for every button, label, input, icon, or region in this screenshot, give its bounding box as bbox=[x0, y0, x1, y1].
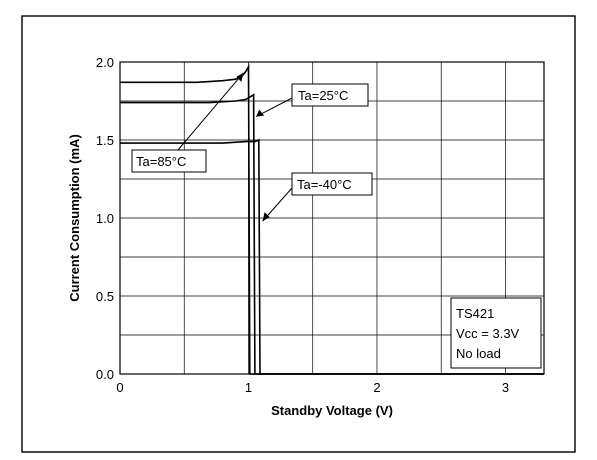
leader-ta25-arrowhead bbox=[256, 109, 265, 117]
outer-frame bbox=[21, 15, 576, 453]
leader-ta85-arrowhead bbox=[236, 72, 244, 82]
leader-ta85 bbox=[177, 72, 244, 151]
annotation-ta85-text: Ta=85°C bbox=[136, 154, 186, 169]
info-box-frame bbox=[450, 297, 542, 369]
plot-border bbox=[119, 61, 545, 375]
annotation-ta25-box bbox=[291, 83, 369, 107]
annotation-ta-40-box bbox=[291, 172, 373, 196]
x-tick-label: 3 bbox=[502, 380, 509, 395]
x-tick-label: 1 bbox=[245, 380, 252, 395]
y-tick-label: 0.5 bbox=[96, 289, 114, 304]
series-line-ta25 bbox=[120, 93, 544, 375]
info-box-device: TS421 bbox=[456, 306, 494, 321]
leader-ta-40-arrowhead bbox=[262, 212, 270, 222]
x-tick-labels: 0 1 2 3 bbox=[116, 380, 509, 395]
info-box-load: No load bbox=[456, 346, 501, 361]
annotation-ta25-text: Ta=25°C bbox=[298, 88, 348, 103]
info-box-vcc: Vcc = 3.3V bbox=[456, 326, 520, 341]
annotation-leaders bbox=[177, 72, 293, 222]
x-tick-label: 0 bbox=[116, 380, 123, 395]
annotation-ta85-box bbox=[131, 149, 207, 173]
y-axis-title: Current Consumption (mA) bbox=[67, 134, 82, 302]
x-axis-title: Standby Voltage (V) bbox=[271, 403, 393, 418]
y-tick-label: 2.0 bbox=[96, 55, 114, 70]
y-tick-label: 0.0 bbox=[96, 367, 114, 382]
info-box: TS421 Vcc = 3.3V No load bbox=[450, 297, 542, 369]
y-tick-labels: 0.0 0.5 1.0 1.5 2.0 bbox=[96, 55, 114, 382]
annotation-ta85: Ta=85°C bbox=[131, 149, 207, 173]
y-tick-label: 1.0 bbox=[96, 211, 114, 226]
annotation-ta-40-text: Ta=-40°C bbox=[297, 177, 352, 192]
y-tick-label: 1.5 bbox=[96, 133, 114, 148]
x-tick-label: 2 bbox=[373, 380, 380, 395]
annotation-ta-40: Ta=-40°C bbox=[291, 172, 373, 196]
annotation-ta25: Ta=25°C bbox=[291, 83, 369, 107]
